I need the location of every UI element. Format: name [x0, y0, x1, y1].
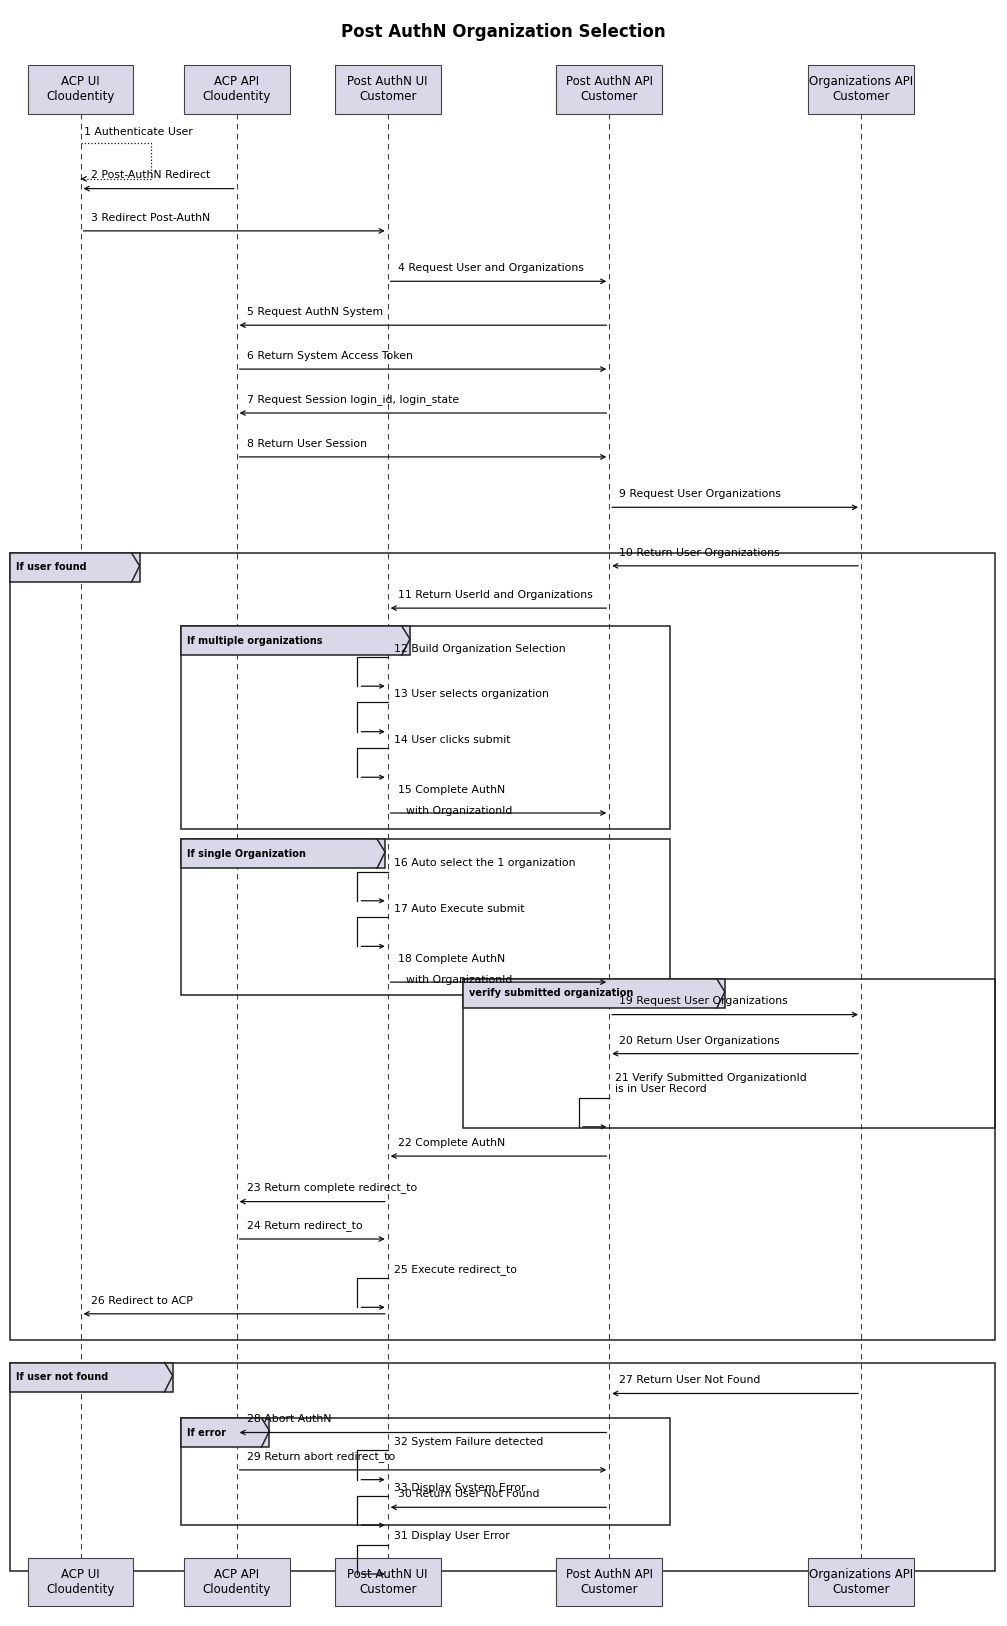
Text: 18 Complete AuthN: 18 Complete AuthN [398, 954, 506, 964]
Text: 17 Auto Execute submit: 17 Auto Execute submit [394, 904, 525, 914]
Bar [556, 65, 663, 114]
Text: ACP UI
Cloudentity: ACP UI Cloudentity [46, 75, 115, 104]
Text: 22 Complete AuthN: 22 Complete AuthN [398, 1138, 506, 1148]
Text: 10 Return User Organizations: 10 Return User Organizations [619, 548, 780, 558]
Text: 20 Return User Organizations: 20 Return User Organizations [619, 1036, 780, 1046]
Text: verify submitted organization: verify submitted organization [469, 989, 633, 998]
Text: Post AuthN Organization Selection: Post AuthN Organization Selection [341, 23, 666, 41]
Text: Organizations API
Customer: Organizations API Customer [809, 75, 913, 104]
Bar [28, 1558, 133, 1606]
Text: If error: If error [187, 1428, 227, 1437]
Text: If user not found: If user not found [16, 1372, 109, 1382]
Text: 31 Display User Error: 31 Display User Error [394, 1532, 510, 1541]
Bar [463, 979, 995, 1128]
Text: Post AuthN UI
Customer: Post AuthN UI Customer [347, 1567, 428, 1597]
Text: 24 Return redirect_to: 24 Return redirect_to [247, 1220, 363, 1231]
Text: 28 Abort AuthN: 28 Abort AuthN [247, 1415, 331, 1424]
Text: 33 Display System Error: 33 Display System Error [394, 1483, 526, 1493]
Text: 11 Return UserId and Organizations: 11 Return UserId and Organizations [398, 590, 592, 600]
Text: 5 Request AuthN System: 5 Request AuthN System [247, 307, 383, 317]
Text: 30 Return User Not Found: 30 Return User Not Found [398, 1489, 540, 1499]
Text: 9 Request User Organizations: 9 Request User Organizations [619, 489, 781, 499]
Text: 6 Return System Access Token: 6 Return System Access Token [247, 351, 413, 361]
Bar [10, 1363, 995, 1571]
Text: 27 Return User Not Found: 27 Return User Not Found [619, 1376, 760, 1385]
Text: 19 Request User Organizations: 19 Request User Organizations [619, 997, 788, 1006]
Bar [10, 1363, 172, 1392]
Text: with OrganizationId: with OrganizationId [406, 806, 513, 816]
Text: with OrganizationId: with OrganizationId [406, 976, 513, 985]
Bar [181, 1418, 670, 1525]
Text: 14 User clicks submit: 14 User clicks submit [394, 735, 511, 745]
Text: If single Organization: If single Organization [187, 849, 306, 859]
Text: If user found: If user found [16, 563, 87, 572]
Bar [808, 65, 914, 114]
Bar [808, 1558, 914, 1606]
Text: 1 Authenticate User: 1 Authenticate User [84, 127, 192, 137]
Text: 12 Build Organization Selection: 12 Build Organization Selection [394, 644, 565, 654]
Text: 13 User selects organization: 13 User selects organization [394, 689, 549, 699]
Text: 3 Redirect Post-AuthN: 3 Redirect Post-AuthN [91, 213, 209, 223]
Bar [28, 65, 133, 114]
Bar [183, 65, 290, 114]
Text: ACP UI
Cloudentity: ACP UI Cloudentity [46, 1567, 115, 1597]
Bar [181, 839, 385, 868]
Text: If multiple organizations: If multiple organizations [187, 636, 323, 646]
Bar [10, 553, 140, 582]
Text: 16 Auto select the 1 organization: 16 Auto select the 1 organization [394, 859, 575, 868]
Bar [181, 626, 670, 829]
Text: 2 Post-AuthN Redirect: 2 Post-AuthN Redirect [91, 171, 209, 180]
Text: 23 Return complete redirect_to: 23 Return complete redirect_to [247, 1182, 417, 1193]
Text: 21 Verify Submitted OrganizationId
is in User Record: 21 Verify Submitted OrganizationId is in… [615, 1073, 807, 1094]
Text: 29 Return abort redirect_to: 29 Return abort redirect_to [247, 1450, 395, 1462]
Text: ACP API
Cloudentity: ACP API Cloudentity [202, 75, 271, 104]
Text: 7 Request Session login_id, login_state: 7 Request Session login_id, login_state [247, 393, 459, 405]
Text: Post AuthN API
Customer: Post AuthN API Customer [566, 75, 653, 104]
Text: Organizations API
Customer: Organizations API Customer [809, 1567, 913, 1597]
Bar [183, 1558, 290, 1606]
Text: 4 Request User and Organizations: 4 Request User and Organizations [398, 263, 584, 273]
Bar [556, 1558, 663, 1606]
Text: Post AuthN UI
Customer: Post AuthN UI Customer [347, 75, 428, 104]
Bar [334, 1558, 441, 1606]
Bar [181, 626, 410, 655]
Text: 25 Execute redirect_to: 25 Execute redirect_to [394, 1263, 517, 1275]
Bar [10, 553, 995, 1340]
Bar [181, 1418, 270, 1447]
Bar [181, 839, 670, 995]
Bar [334, 65, 441, 114]
Text: 26 Redirect to ACP: 26 Redirect to ACP [91, 1296, 192, 1306]
Text: ACP API
Cloudentity: ACP API Cloudentity [202, 1567, 271, 1597]
Text: 8 Return User Session: 8 Return User Session [247, 439, 367, 449]
Text: Post AuthN API
Customer: Post AuthN API Customer [566, 1567, 653, 1597]
Text: 15 Complete AuthN: 15 Complete AuthN [398, 785, 506, 795]
Bar [463, 979, 725, 1008]
Text: 32 System Failure detected: 32 System Failure detected [394, 1437, 543, 1447]
